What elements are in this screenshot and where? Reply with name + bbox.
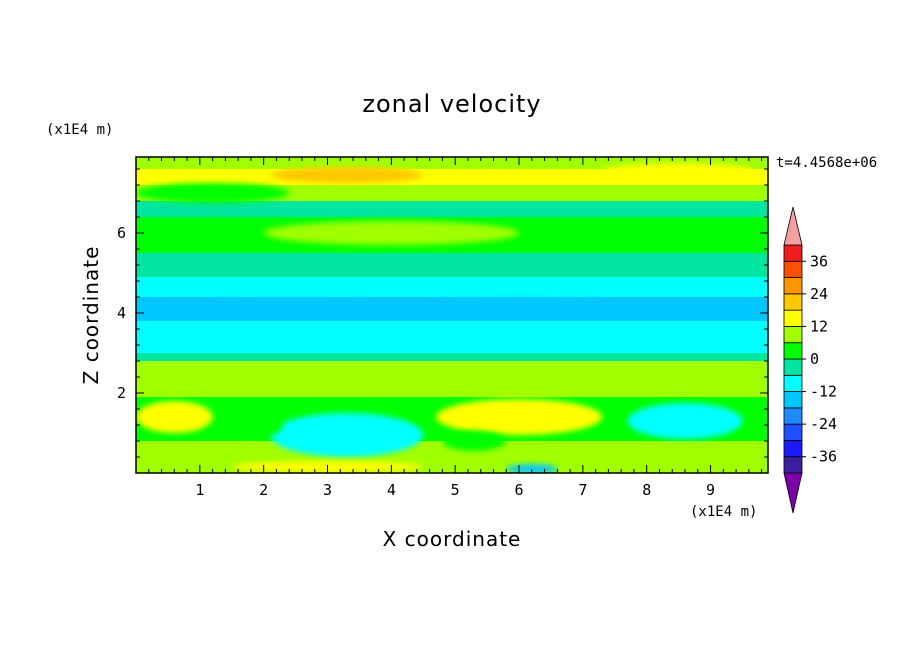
y-axis-ticks: 2 4 6 bbox=[117, 168, 768, 474]
field-blob-5 bbox=[442, 431, 507, 451]
colorbar-label: -12 bbox=[810, 383, 837, 401]
colorbar-swatch bbox=[783, 244, 803, 262]
field-band-7 bbox=[136, 277, 768, 297]
time-label: t=4.4568e+06 bbox=[776, 155, 877, 171]
colorbar-swatch bbox=[783, 423, 803, 441]
field-blob-13 bbox=[691, 301, 768, 309]
y-tick-label: 4 bbox=[117, 304, 126, 322]
colorbar-label: -36 bbox=[810, 448, 837, 466]
colorbar-max-arrow bbox=[783, 206, 803, 246]
field-blob-1 bbox=[270, 413, 424, 457]
field-band-4 bbox=[136, 353, 768, 361]
colorbar-label: -24 bbox=[810, 415, 837, 433]
plot-frame bbox=[135, 156, 769, 474]
y-tick-label: 2 bbox=[117, 384, 126, 402]
x-tick-label: 1 bbox=[195, 481, 204, 499]
field-blob-4 bbox=[231, 413, 283, 437]
field-band-0 bbox=[136, 463, 768, 473]
y-axis-label: Z coordinate bbox=[79, 246, 103, 385]
x-tick-label: 6 bbox=[515, 481, 524, 499]
colorbar-swatch bbox=[783, 260, 803, 278]
colorbar-swatch bbox=[783, 456, 803, 474]
colorbar-swatch bbox=[783, 407, 803, 425]
x-tick-label: 5 bbox=[451, 481, 460, 499]
colorbar-swatch bbox=[783, 326, 803, 344]
colorbar-swatch bbox=[783, 391, 803, 409]
colorbar-swatch bbox=[783, 342, 803, 360]
colorbar-swatch bbox=[783, 440, 803, 458]
velocity-field bbox=[136, 157, 768, 473]
colorbar-label: 0 bbox=[810, 350, 819, 368]
field-blob-14 bbox=[602, 163, 756, 179]
field-blob-0 bbox=[436, 399, 603, 435]
field-blob-2 bbox=[627, 403, 743, 439]
colorbar-swatch bbox=[783, 309, 803, 327]
x-tick-label: 4 bbox=[387, 481, 396, 499]
colorbar: 36 24 12 0 -12 -24 -36 bbox=[783, 206, 837, 514]
field-blob-11 bbox=[180, 299, 411, 315]
x-tick-label: 8 bbox=[642, 481, 651, 499]
colorbar-swatch bbox=[783, 358, 803, 376]
colorbar-label: 36 bbox=[810, 252, 828, 270]
x-tick-label: 2 bbox=[259, 481, 268, 499]
field-blob-3 bbox=[136, 401, 213, 433]
colorbar-min-arrow bbox=[783, 472, 803, 514]
x-axis-ticks: 1 2 3 4 5 6 7 8 9 bbox=[135, 157, 763, 499]
x-tick-label: 3 bbox=[323, 481, 332, 499]
field-band-11 bbox=[136, 185, 768, 201]
x-tick-label: 7 bbox=[578, 481, 587, 499]
y-unit-label: (x1E4 m) bbox=[46, 122, 113, 138]
x-tick-label: 9 bbox=[706, 481, 715, 499]
field-band-3 bbox=[136, 361, 768, 397]
colorbar-label: 12 bbox=[810, 317, 828, 335]
colorbar-swatch bbox=[783, 374, 803, 392]
field-blob-9 bbox=[136, 183, 290, 203]
field-band-5 bbox=[136, 321, 768, 353]
colorbar-swatch bbox=[783, 293, 803, 311]
field-band-8 bbox=[136, 253, 768, 277]
chart-title: zonal velocity bbox=[362, 90, 541, 118]
x-axis-label: X coordinate bbox=[383, 527, 522, 551]
field-blob-10 bbox=[263, 221, 520, 245]
field-band-10 bbox=[136, 201, 768, 217]
colorbar-label: 24 bbox=[810, 285, 828, 303]
x-unit-label: (x1E4 m) bbox=[690, 504, 757, 520]
colorbar-swatch bbox=[783, 277, 803, 295]
field-blob-12 bbox=[423, 299, 615, 311]
field-blob-8 bbox=[270, 167, 424, 183]
field-band-13 bbox=[136, 157, 768, 169]
y-tick-label: 6 bbox=[117, 224, 126, 242]
